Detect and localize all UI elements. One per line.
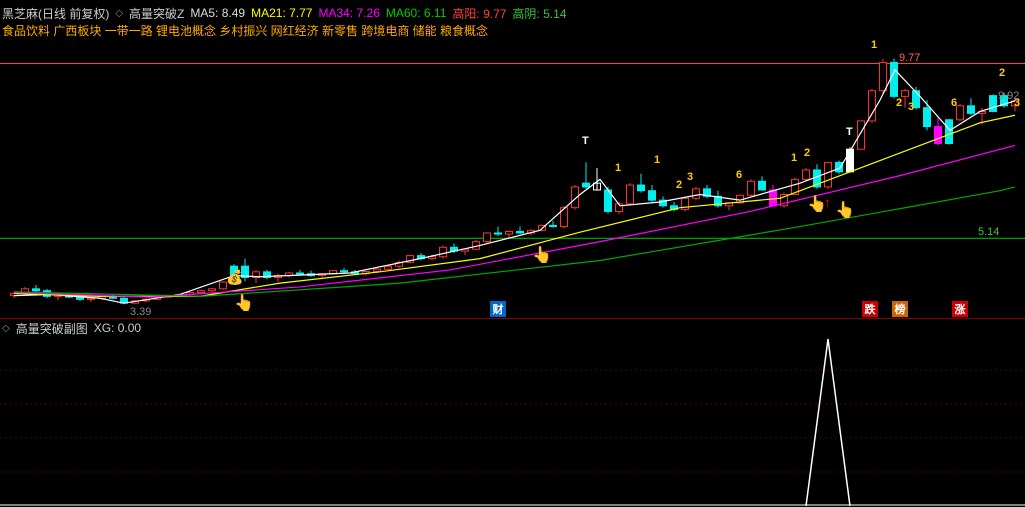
pointer-icon: 👆 (835, 200, 855, 220)
pointer-icon: 👆 (234, 293, 254, 313)
sub-chart-header: ◇ 高量突破副图 XG: 0.00 (2, 320, 141, 336)
chart-annotation: 2 (999, 67, 1005, 79)
price-high-label: 9.92 (998, 90, 1019, 102)
ma21-label: MA21: 7.77 (251, 6, 312, 20)
ma34-label: MA34: 7.26 (318, 6, 379, 20)
chart-header: 黑芝麻(日线 前复权) ◇ 高量突破Z MA5: 8.49 MA21: 7.77… (2, 5, 1023, 21)
moneybag-icon: 💰 (226, 269, 243, 286)
sub-indicator-label: 高量突破副图 (16, 320, 88, 337)
chart-annotation: 1 (871, 39, 877, 51)
chart-annotation: 2 (676, 179, 682, 191)
chart-annotation: T (846, 126, 853, 138)
chart-annotation: 3 (908, 101, 914, 113)
ma5-label: MA5: 8.49 (190, 6, 245, 20)
chart-annotation: 2 (896, 97, 902, 109)
stock-name: 黑芝麻(日线 前复权) (2, 5, 109, 22)
diamond-icon: ◇ (2, 323, 10, 334)
gaoyang-label: 高阳: 9.77 (452, 5, 506, 22)
up-arrow-icon: ↑ (824, 194, 831, 210)
tag-badge: 跌 (862, 301, 878, 317)
chart-annotation: 6 (736, 169, 742, 181)
sub-xg-label: XG: 0.00 (94, 321, 141, 335)
main-candlestick-chart[interactable]: 1123612TT123623👆👆👆👆↑💰3.399.929.775.14财跌榜… (0, 36, 1025, 319)
gaoyin-label: 高阴: 5.14 (512, 5, 566, 22)
price-low-label: 3.39 (130, 306, 151, 318)
tag-badge: 榜 (892, 301, 908, 317)
indicator-label: 高量突破Z (129, 5, 184, 22)
pointer-icon: 👆 (532, 245, 552, 265)
chart-annotation: 1 (654, 154, 660, 166)
line-red-label: 9.77 (899, 52, 920, 64)
chart-annotation: 1 (615, 162, 621, 174)
chart-annotation: 1 (791, 152, 797, 164)
chart-annotation: 2 (804, 147, 810, 159)
tag-badge: 财 (490, 301, 506, 317)
ma60-label: MA60: 6.11 (386, 6, 447, 20)
chart-annotation: T (582, 135, 589, 147)
tag-badge: 涨 (952, 301, 968, 317)
diamond-icon: ◇ (115, 8, 123, 19)
chart-annotation: 6 (951, 97, 957, 109)
line-green-label: 5.14 (978, 226, 999, 238)
chart-annotation: 3 (687, 171, 693, 183)
sub-indicator-chart[interactable] (0, 336, 1025, 506)
